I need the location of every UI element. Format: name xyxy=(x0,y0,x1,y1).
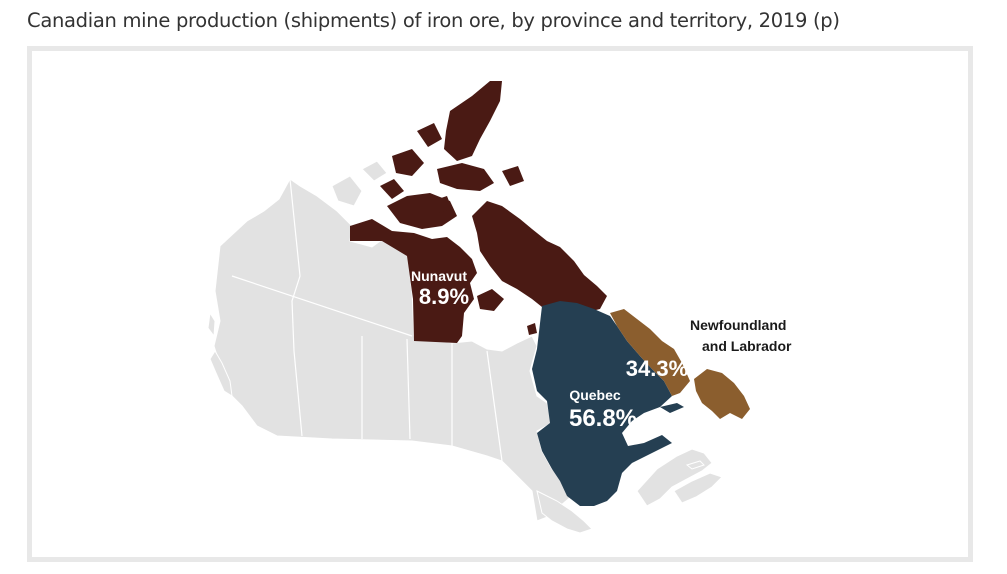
vancouver-island xyxy=(209,350,233,397)
nova-scotia xyxy=(673,472,723,504)
nl-name-label-line1: Newfoundland xyxy=(690,317,786,333)
label-nl: Newfoundland and Labrador 34.3% xyxy=(626,317,792,381)
devon-island xyxy=(437,163,494,191)
belcher-islands xyxy=(527,323,537,335)
label-quebec: Quebec 56.8% xyxy=(569,387,637,432)
arctic-gray-island-2 xyxy=(361,160,388,182)
anticosti-island xyxy=(660,403,684,413)
region-nl xyxy=(610,309,750,419)
arctic-gray-island xyxy=(331,175,363,207)
arctic-island-5 xyxy=(412,209,427,223)
quebec-share-label: 56.8% xyxy=(569,405,637,432)
arctic-island-1 xyxy=(392,149,424,176)
nunavut-share-label: 8.9% xyxy=(419,284,469,309)
southern-ontario xyxy=(536,490,593,534)
nl-share-label: 34.3% xyxy=(626,356,688,381)
canada-base-land xyxy=(207,160,723,534)
nunavut-mainland xyxy=(350,219,477,343)
label-nunavut: Nunavut 8.9% xyxy=(411,268,469,309)
newfoundland-island xyxy=(694,369,750,419)
province-borders xyxy=(231,178,503,462)
canada-map: Nunavut 8.9% Quebec 56.8% Newfoundland a… xyxy=(207,81,792,534)
ellesmere-island xyxy=(444,81,502,161)
nunavut-name-label: Nunavut xyxy=(411,268,467,284)
quebec-name-label: Quebec xyxy=(569,387,621,403)
arctic-island-3 xyxy=(380,179,404,199)
map-frame: Nunavut 8.9% Quebec 56.8% Newfoundland a… xyxy=(27,46,973,562)
arctic-island-4 xyxy=(432,196,452,213)
baffin-island xyxy=(472,201,607,323)
region-nunavut xyxy=(350,81,607,343)
page-title: Canadian mine production (shipments) of … xyxy=(27,9,840,32)
arctic-island-2 xyxy=(417,123,442,147)
labrador xyxy=(610,309,690,396)
southampton-island xyxy=(477,289,504,311)
arctic-island-6 xyxy=(502,166,524,186)
haida-gwaii xyxy=(207,311,216,338)
region-quebec xyxy=(532,301,672,506)
nl-name-label-line2: and Labrador xyxy=(702,338,792,354)
pei xyxy=(685,460,705,470)
